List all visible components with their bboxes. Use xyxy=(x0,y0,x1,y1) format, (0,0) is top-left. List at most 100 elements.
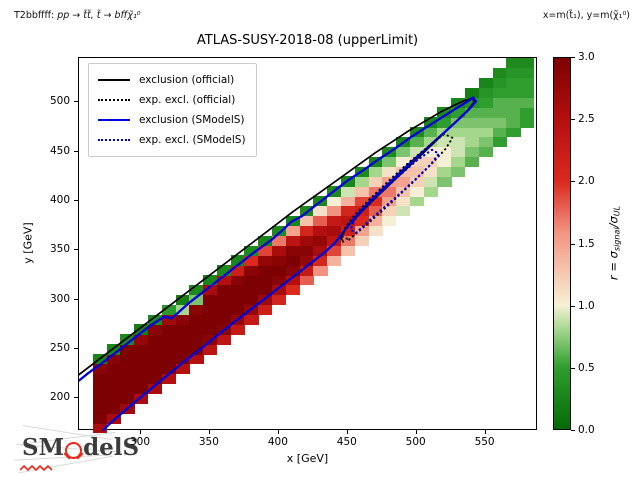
heatmap-cell xyxy=(216,314,232,325)
heatmap-cell xyxy=(478,77,493,89)
process-label: T2bbffff: pp → t̃t̃, t̃ → bffχ̃₁⁰ xyxy=(14,10,141,21)
heatmap-cell xyxy=(92,373,108,385)
heatmap-cell xyxy=(106,383,121,394)
heatmap-cell xyxy=(216,304,232,316)
heatmap-cell xyxy=(244,245,259,256)
y-axis-tick-label: 200 xyxy=(49,391,70,404)
heatmap-cell xyxy=(216,265,232,276)
heatmap-cell xyxy=(203,324,218,335)
heatmap-cell xyxy=(451,166,466,177)
contour-exclusion-smodels xyxy=(79,96,478,431)
y-axis-tick-label: 300 xyxy=(49,292,70,305)
heatmap-cell xyxy=(506,87,521,98)
heatmap-cell xyxy=(216,285,232,296)
heatmap-cell xyxy=(437,176,452,187)
heatmap-cell xyxy=(92,403,108,414)
heatmap-cell xyxy=(147,314,163,325)
heatmap-cell xyxy=(327,225,342,237)
colorbar-tick-label: 0.0 xyxy=(578,424,595,436)
y-axis-tick xyxy=(74,249,78,251)
heatmap-cell xyxy=(313,215,328,227)
heatmap-cell xyxy=(492,67,507,79)
heatmap-cell xyxy=(506,97,521,108)
heatmap-cell xyxy=(327,245,342,256)
x-axis-tick-label: 300 xyxy=(129,436,151,448)
heatmap-cell xyxy=(464,97,480,108)
colorbar-tick-label: 1.5 xyxy=(578,237,595,250)
smodels-logo: SM delS xyxy=(14,424,139,474)
heatmap-cell xyxy=(451,107,466,118)
heatmap-cell xyxy=(189,314,204,325)
heatmap-cell xyxy=(92,393,108,404)
heatmap-cell xyxy=(506,58,521,69)
heatmap-cell xyxy=(423,176,438,187)
heatmap-cell xyxy=(189,285,204,296)
heatmap-cell xyxy=(92,413,108,424)
heatmap-cell xyxy=(327,255,342,266)
heatmap-cell xyxy=(244,294,259,306)
colorbar-tick xyxy=(571,57,575,58)
heatmap-cell xyxy=(175,324,190,335)
heatmap-cell xyxy=(313,255,328,266)
heatmap-cell xyxy=(161,304,176,316)
legend-line-sample xyxy=(98,119,130,121)
heatmap-cell xyxy=(451,146,466,158)
heatmap-cell xyxy=(161,334,176,345)
heatmap-cell xyxy=(382,166,397,177)
x-axis-tick xyxy=(277,430,279,434)
heatmap-cell xyxy=(258,304,273,316)
heatmap-cell xyxy=(409,186,425,197)
heatmap-cell xyxy=(340,235,356,246)
x-axis-tick-label: 550 xyxy=(474,436,495,448)
heatmap-cell xyxy=(368,196,383,207)
x-axis-tick-label: 400 xyxy=(267,436,288,448)
heatmap-cell xyxy=(106,373,121,385)
heatmap-cell xyxy=(258,275,273,286)
heatmap-cell xyxy=(120,393,135,404)
heatmap-cell xyxy=(299,235,314,246)
heatmap-cell xyxy=(161,314,176,325)
heatmap-cell xyxy=(520,97,535,108)
legend-label: exp. excl. (SModelS) xyxy=(139,134,246,146)
heatmap-cell xyxy=(189,344,204,355)
heatmap-cell xyxy=(354,235,369,246)
heatmap-cell xyxy=(203,304,218,316)
smodels-logo-o-icon xyxy=(65,442,83,459)
legend-line-sample xyxy=(98,139,130,141)
heatmap-cell xyxy=(258,235,273,246)
heatmap-cell xyxy=(299,265,314,276)
legend-entry: exp. excl. (SModelS) xyxy=(98,130,246,150)
heatmap-cell xyxy=(478,97,493,108)
x-axis-tick xyxy=(346,430,348,434)
contour-expected-exclusion-smodels xyxy=(349,148,440,234)
heatmap-cell xyxy=(464,156,480,168)
legend-line-sample xyxy=(98,79,130,81)
heatmap-cell xyxy=(313,235,328,246)
heatmap-cell xyxy=(506,117,521,128)
x-axis-tick xyxy=(140,430,141,434)
heatmap-cell xyxy=(299,275,314,286)
heatmap-cell xyxy=(272,275,287,286)
legend-label: exp. excl. (official) xyxy=(139,94,236,106)
heatmap-cell xyxy=(423,117,438,128)
colorbar-tick xyxy=(571,243,575,245)
heatmap-cell xyxy=(134,393,149,404)
heatmap-cell xyxy=(327,215,342,227)
heatmap-cell xyxy=(272,294,287,306)
heatmap-cell xyxy=(203,275,218,286)
heatmap-cell xyxy=(464,146,480,158)
y-axis-tick xyxy=(74,200,78,202)
heatmap-cell xyxy=(520,58,535,69)
heatmap-cell xyxy=(354,186,369,197)
heatmap-cell xyxy=(492,117,507,128)
heatmap-cell xyxy=(216,334,232,345)
heatmap-cell xyxy=(285,245,301,256)
heatmap-cell xyxy=(368,166,383,177)
y-axis-tick-label: 450 xyxy=(49,144,70,157)
heatmap-cell xyxy=(161,354,176,365)
heatmap-cell xyxy=(106,413,121,424)
heatmap-cell xyxy=(203,314,218,325)
heatmap-cell xyxy=(92,423,108,434)
heatmap-cell xyxy=(396,146,411,158)
